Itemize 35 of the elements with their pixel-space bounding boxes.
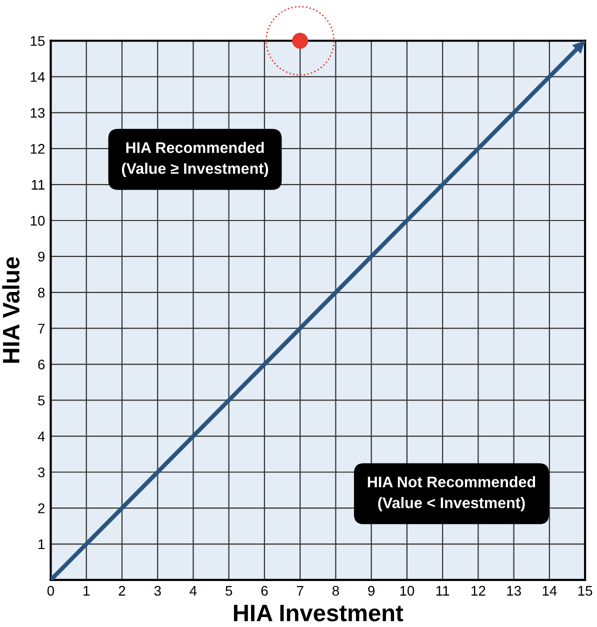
x-tick-label: 3 [154, 586, 161, 596]
y-tick-label: 4 [38, 432, 45, 442]
y-tick-label: 13 [30, 108, 45, 118]
x-tick-label: 10 [400, 586, 414, 596]
y-tick-label: 6 [38, 360, 45, 370]
y-tick-label: 11 [32, 180, 45, 190]
x-tick-label: 15 [578, 586, 592, 596]
y-tick-label: 9 [38, 252, 45, 262]
y-tick-label: 7 [38, 324, 44, 334]
x-tick-label: 6 [261, 586, 268, 596]
y-tick-label: 10 [30, 216, 45, 226]
annotation: HIA Not Recommended (Value < Investment) [368, 476, 536, 512]
x-tick-label: 7 [296, 586, 304, 596]
x-tick-label: 9 [368, 586, 375, 596]
x-axis-title: HIA Investment [234, 604, 404, 622]
y-axis-title: HIA Value [2, 257, 20, 363]
x-tick-label: 12 [472, 586, 486, 596]
x-tick-label: 13 [507, 586, 521, 596]
y-tick-label: 8 [38, 288, 45, 298]
y-tick-label: 5 [38, 396, 45, 406]
x-tick-label: 2 [118, 586, 126, 596]
y-tick-label: 15 [30, 36, 45, 46]
x-tick-label: 0 [47, 586, 54, 596]
y-tick-label: 14 [30, 72, 45, 82]
y-tick-label: 2 [38, 503, 44, 514]
y-tick-label: 12 [30, 144, 44, 154]
annotation: HIA Recommended (Value ≥ Investment) [122, 142, 268, 177]
x-tick-label: 5 [226, 586, 232, 596]
x-tick-label: 4 [190, 586, 197, 596]
x-tick-label: 14 [542, 586, 557, 596]
x-tick-label: 8 [332, 586, 339, 596]
y-tick-label: 3 [38, 467, 45, 478]
y-tick-label: 1 [38, 540, 45, 550]
x-tick-label: 11 [436, 586, 450, 596]
x-tick-label: 1 [84, 586, 90, 596]
